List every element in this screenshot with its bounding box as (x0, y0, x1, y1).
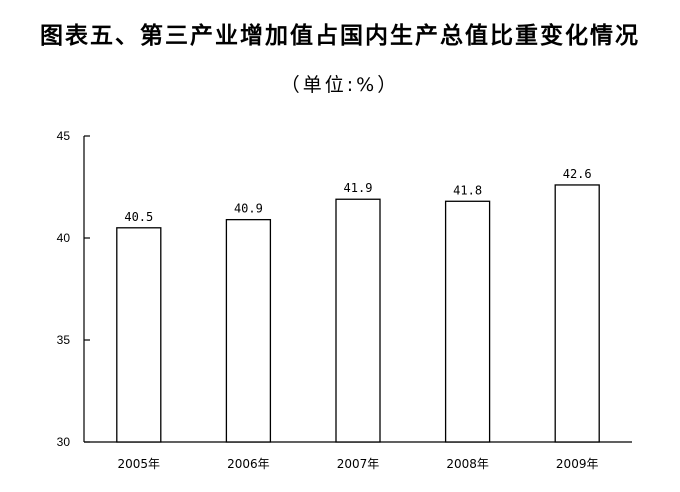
bar (116, 227, 162, 443)
bar (554, 184, 600, 443)
bar-value-label: 41.9 (344, 181, 373, 195)
bar-value-label: 40.5 (124, 210, 153, 224)
y-tick-label: 45 (57, 129, 71, 143)
x-category-label: 2006年 (227, 457, 270, 471)
x-axis-labels: 2005年 2006年 2007年 2008年 2009年 (118, 457, 599, 471)
y-tick-label: 40 (57, 231, 71, 245)
bars: 40.5 40.9 41.9 41.8 42.6 (116, 167, 600, 443)
bar (444, 200, 491, 443)
x-category-label: 2009年 (556, 457, 599, 471)
bar (335, 198, 381, 443)
bar (225, 218, 272, 443)
x-category-label: 2007年 (337, 457, 380, 471)
bar-value-label: 42.6 (563, 167, 592, 181)
x-category-label: 2005年 (118, 457, 161, 471)
bar-value-label: 40.9 (234, 202, 263, 216)
y-tick-label: 35 (57, 333, 71, 347)
x-category-label: 2008年 (446, 457, 489, 471)
bar-value-label: 41.8 (453, 183, 482, 197)
chart-title: 图表五、第三产业增加值占国内生产总值比重变化情况 (40, 23, 640, 49)
chart-subtitle: （单位:%） (280, 74, 400, 96)
y-tick-label: 30 (57, 435, 71, 449)
y-axis-ticks: 30 35 40 45 (57, 129, 90, 449)
